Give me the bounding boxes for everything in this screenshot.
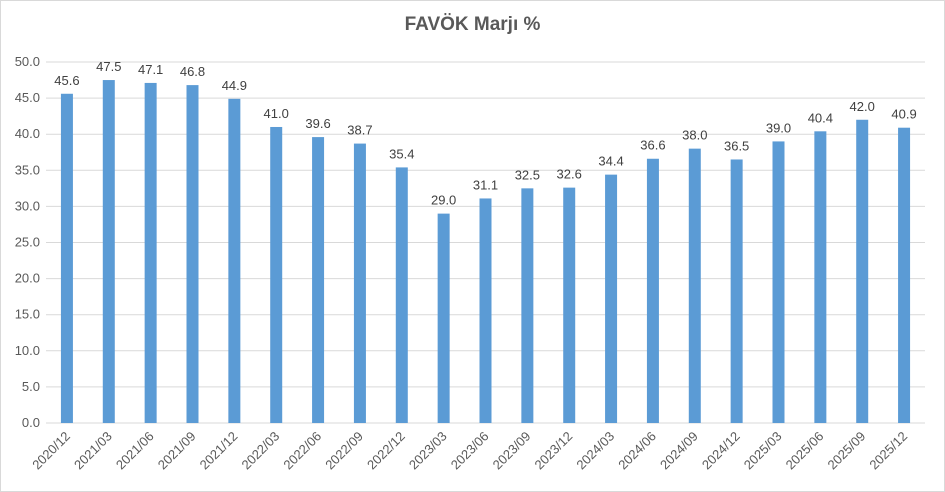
- y-tick-label: 5.0: [22, 379, 40, 394]
- x-tick-label: 2025/12: [866, 429, 910, 473]
- x-tick-label: 2021/06: [113, 429, 157, 473]
- x-tick-label: 2023/12: [531, 429, 575, 473]
- data-label: 46.8: [180, 64, 205, 79]
- bar: [186, 85, 199, 423]
- y-tick-label: 20.0: [15, 271, 40, 286]
- data-label: 45.6: [54, 73, 79, 88]
- data-label: 35.4: [389, 146, 414, 161]
- x-tick-label: 2020/12: [29, 429, 73, 473]
- y-tick-label: 0.0: [22, 415, 40, 430]
- x-tick-label: 2021/03: [71, 429, 115, 473]
- data-label: 47.5: [96, 59, 121, 74]
- bar: [856, 119, 869, 423]
- x-tick-label: 2022/12: [364, 429, 408, 473]
- bar: [270, 126, 283, 423]
- bar: [563, 187, 576, 423]
- data-label: 44.9: [222, 78, 247, 93]
- bar: [521, 188, 534, 423]
- x-tick-label: 2021/09: [155, 429, 199, 473]
- x-tick-label: 2022/03: [238, 429, 282, 473]
- data-label: 40.4: [808, 110, 833, 125]
- x-tick-label: 2025/03: [741, 429, 785, 473]
- data-label: 38.0: [682, 128, 707, 143]
- data-label: 41.0: [264, 106, 289, 121]
- bar: [395, 167, 408, 423]
- data-label: 36.5: [724, 138, 749, 153]
- bar: [898, 127, 911, 424]
- data-label: 38.7: [347, 123, 372, 138]
- y-tick-label: 10.0: [15, 343, 40, 358]
- data-label: 40.9: [891, 107, 916, 122]
- chart-title: FAVÖK Marjı %: [404, 14, 541, 35]
- bar: [228, 98, 241, 424]
- bar: [730, 159, 743, 423]
- x-tick-label: 2024/06: [615, 429, 659, 473]
- data-label: 39.0: [766, 120, 791, 135]
- y-tick-label: 25.0: [15, 235, 40, 250]
- bar: [772, 141, 785, 424]
- y-tick-label: 15.0: [15, 307, 40, 322]
- data-label: 32.6: [557, 167, 582, 182]
- y-tick-label: 50.0: [15, 54, 40, 69]
- bar: [688, 148, 701, 423]
- data-label: 31.1: [473, 177, 498, 192]
- y-tick-label: 35.0: [15, 162, 40, 177]
- x-tick-label: 2023/06: [448, 429, 492, 473]
- data-label: 32.5: [515, 167, 540, 182]
- data-label: 42.0: [850, 99, 875, 114]
- x-axis-ticks: 2020/122021/032021/062021/092021/122022/…: [29, 429, 910, 473]
- x-tick-label: 2022/06: [280, 429, 324, 473]
- y-tick-label: 45.0: [15, 90, 40, 105]
- bar: [814, 131, 827, 423]
- data-label: 34.4: [598, 154, 623, 169]
- data-labels: 45.6 47.5 47.1 46.8 44.9 41.0 39.6 38.7 35.4 29.0…: [54, 59, 916, 208]
- data-label: 47.1: [138, 62, 163, 77]
- bar: [144, 82, 157, 424]
- bar: [353, 143, 366, 423]
- bar: [102, 80, 115, 424]
- x-tick-label: 2025/09: [824, 429, 868, 473]
- bar: [437, 213, 450, 423]
- bar: [312, 137, 325, 423]
- x-tick-label: 2024/09: [657, 429, 701, 473]
- x-tick-label: 2025/06: [783, 429, 827, 473]
- data-label: 36.6: [640, 138, 665, 153]
- bar: [479, 198, 492, 423]
- y-axis-ticks: 0.0 5.0 10.0 15.0 20.0 25.0 30.0 35.0 40.0 45.0 50…: [15, 54, 40, 430]
- x-tick-label: 2024/03: [573, 429, 617, 473]
- data-label: 29.0: [431, 193, 456, 208]
- x-tick-label: 2021/12: [197, 429, 241, 473]
- bars: [60, 80, 911, 424]
- data-label: 39.6: [305, 116, 330, 131]
- bar: [60, 93, 73, 423]
- y-tick-label: 40.0: [15, 126, 40, 141]
- bar: [646, 158, 659, 424]
- x-tick-label: 2024/12: [699, 429, 743, 473]
- bar: [605, 174, 618, 423]
- x-tick-label: 2023/09: [490, 429, 534, 473]
- y-tick-label: 30.0: [15, 198, 40, 213]
- x-tick-label: 2023/03: [406, 429, 450, 473]
- x-tick-label: 2022/09: [322, 429, 366, 473]
